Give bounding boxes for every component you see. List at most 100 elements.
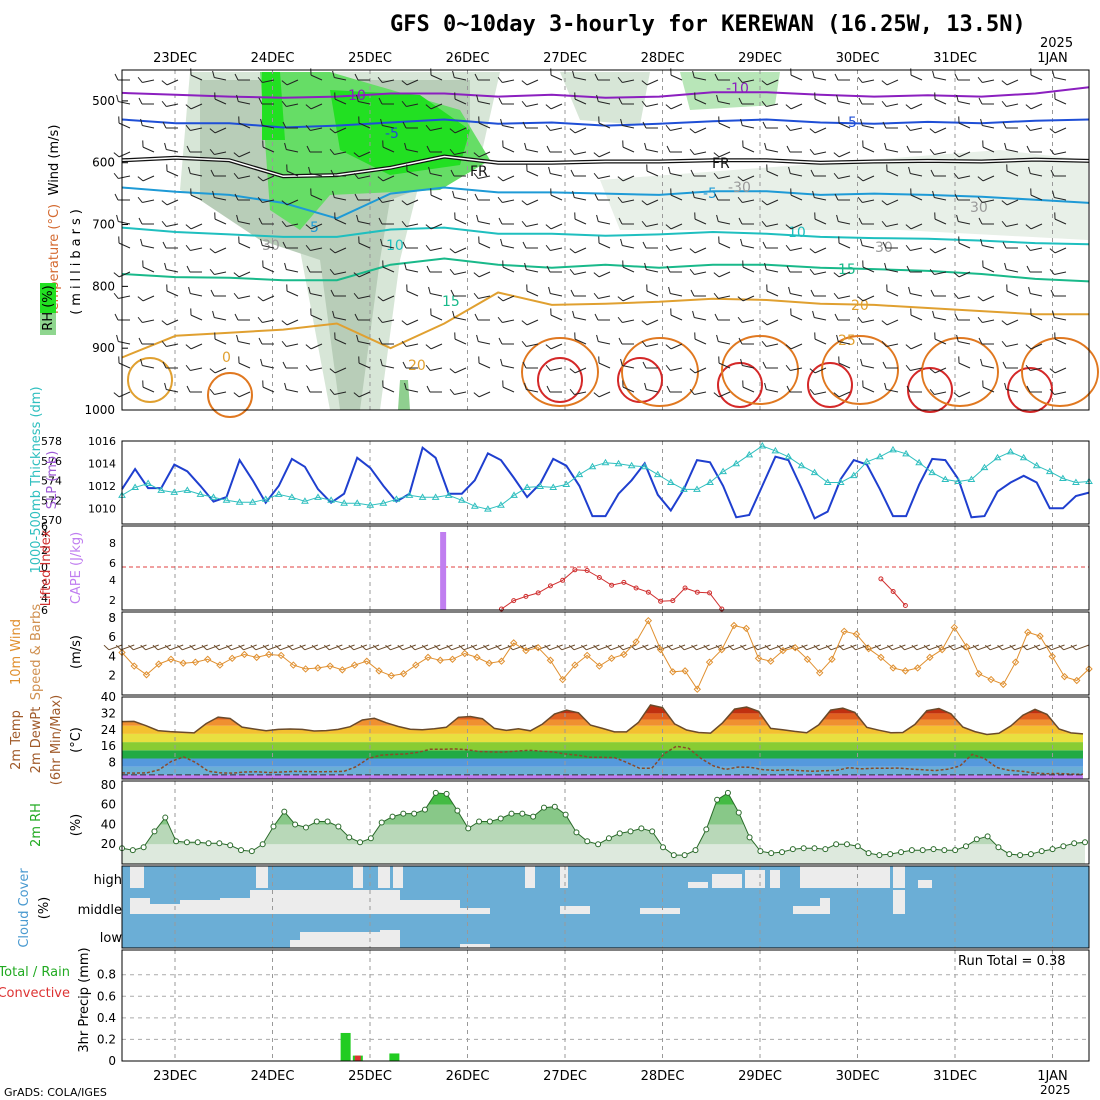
wind-barb [140, 358, 155, 369]
temp-bands [122, 705, 1083, 779]
wind-barb-shaft [214, 391, 227, 395]
wind-barb-flag [550, 68, 552, 76]
thickness-point [1045, 467, 1054, 475]
rh-point [183, 839, 190, 846]
wind-barb-shaft [622, 319, 635, 323]
wind-barb-flag [185, 124, 191, 131]
wind-barb [260, 238, 275, 249]
wind10-point [999, 680, 1008, 689]
thickness-point [392, 495, 401, 502]
temp-band [122, 742, 1083, 751]
rh-point [162, 814, 169, 821]
top-date-label: 25DEC [348, 51, 392, 66]
wind-barb-flag [886, 164, 888, 172]
wind-barb-flag [737, 176, 744, 182]
wind-barb [1002, 241, 1018, 249]
top-date-label: 24DEC [251, 51, 295, 66]
wind-barb-shaft [598, 391, 611, 398]
wind-barb [857, 175, 875, 182]
cloud-cell [353, 866, 363, 888]
wind-barb-shaft [166, 199, 179, 206]
wind-barb [737, 316, 755, 323]
wind-barb-shaft [310, 247, 323, 251]
wind-barb-flag [188, 166, 191, 174]
wind-barb-shaft [502, 266, 515, 273]
wind10-barb [226, 644, 245, 651]
wind-barb-flag [404, 382, 407, 390]
wind-barb-flag [305, 344, 312, 350]
wind-barb-flag [401, 320, 408, 326]
rh-point [216, 840, 223, 847]
wind-barb-flag [454, 332, 456, 340]
wind-barb-shaft [814, 338, 827, 345]
wind-barb-flag [694, 212, 696, 220]
contour-label: 20 [408, 358, 426, 374]
wind-barb-shaft [574, 317, 587, 321]
wind-barb-shaft [814, 367, 827, 374]
wind-barb [449, 127, 467, 134]
wind-barb-flag [1002, 361, 1007, 369]
li-tick-label: 6 [41, 520, 48, 533]
wind-barb [425, 124, 443, 131]
wind-barb [258, 97, 274, 105]
wind-barb-shaft [982, 319, 995, 323]
wind-barb-shaft [910, 343, 923, 350]
wind-barb [737, 196, 755, 203]
wind-barb-flag [545, 224, 552, 230]
wind-barb-flag [521, 100, 527, 107]
thickness-point [562, 480, 571, 487]
wind-barb [380, 118, 395, 129]
wind-barb [572, 310, 587, 321]
wind-barb-shaft [454, 338, 467, 345]
cloud-level-label: low [100, 931, 123, 946]
contour-label: -5 [843, 115, 857, 131]
rh-point [238, 847, 245, 854]
wind10-barb [764, 644, 784, 651]
wind-barb-flag [958, 356, 960, 364]
wind-barb [666, 265, 682, 273]
wind-barb [713, 151, 731, 158]
wind-barb-flag [118, 236, 120, 244]
rh-point [1071, 840, 1078, 847]
wind-barb-flag [402, 241, 407, 249]
wind-barb [642, 121, 658, 129]
wind-barb [809, 388, 827, 395]
wind10-barb-flag [838, 644, 844, 651]
wind10-barb [568, 644, 588, 651]
wind-barb-flag [737, 76, 743, 83]
wind-barb [977, 175, 995, 182]
wind10-barb-flag [1070, 644, 1077, 651]
wind-barb-flag [1025, 104, 1032, 110]
thickness-point [849, 471, 858, 479]
wind-barb [929, 268, 947, 275]
wind-barb [570, 169, 586, 177]
cloud-cell [793, 906, 823, 914]
wind-barb-flag [737, 196, 743, 203]
wind-barb-shaft [550, 127, 563, 131]
wind-barb [140, 238, 155, 249]
temp-frame [121, 696, 1090, 780]
wind-barb-shaft [382, 386, 395, 393]
wind-barb-flag [281, 340, 287, 347]
contour-label: 25 [838, 333, 856, 349]
wind-barb [521, 199, 539, 206]
wind-barb-flag [665, 364, 671, 371]
wind-barb-flag [881, 200, 888, 206]
wind-barb-shaft [142, 245, 155, 249]
wind-barb-flag [113, 172, 119, 179]
wind-barb-flag [761, 340, 767, 347]
wind10-point [473, 653, 481, 662]
wind-barb [497, 316, 515, 323]
precip-convective-label: Convective [0, 986, 70, 1001]
wind10-barb-shaft [916, 644, 931, 651]
wind-barb-flag [666, 385, 671, 393]
wind-barb [761, 79, 779, 86]
rh-point [692, 847, 699, 854]
wind-barb-shaft [982, 386, 995, 393]
wind-barb-shaft [814, 127, 827, 134]
wind-barb-flag [838, 236, 840, 244]
wind-barb-flag [1052, 70, 1055, 78]
thickness-tick-label: 570 [41, 514, 62, 527]
wind-barb-flag [473, 392, 480, 398]
wind-barb [1004, 382, 1019, 393]
